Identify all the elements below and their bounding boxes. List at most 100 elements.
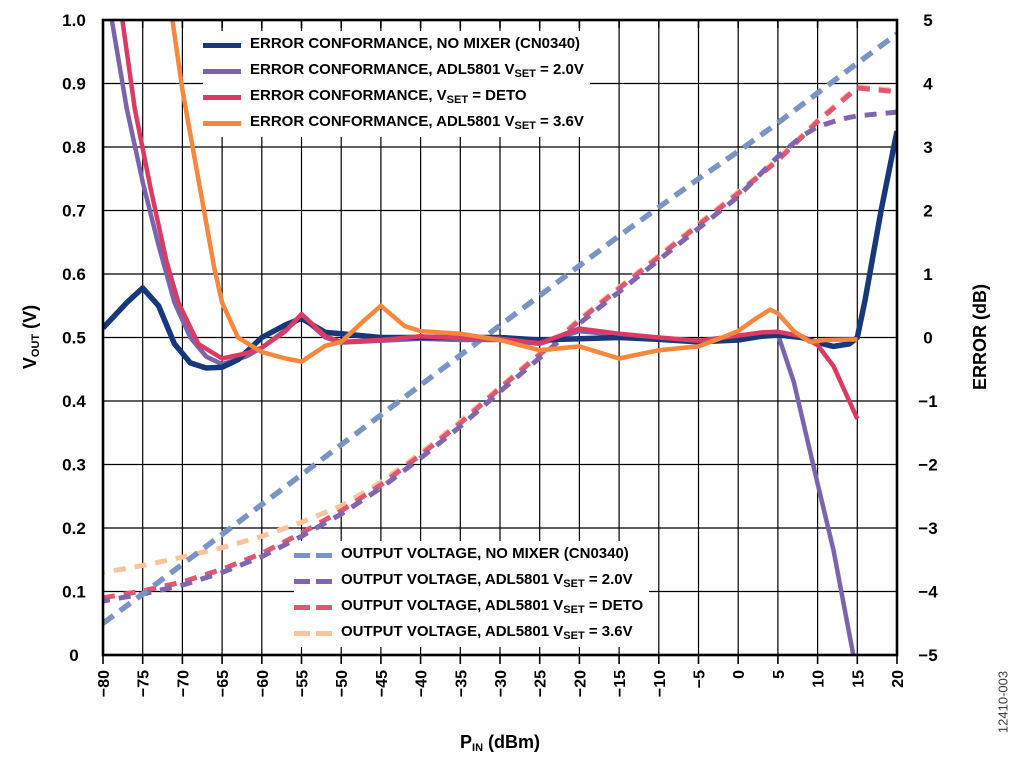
legend-item-label: ERROR CONFORMANCE, ADL5801 VSET = 2.0V [250,62,584,80]
y-left-tick-label: 0.7 [62,202,86,221]
series-line [120,20,860,420]
x-tick-label: −30 [493,670,510,697]
legend-text-sub: SET [446,94,469,106]
legend-text-sub: SET [563,630,585,642]
y-left-tick-label: 0.5 [62,329,86,348]
axis-title-post: (dBm) [483,732,541,752]
y-right-tick-label: −4 [918,583,938,602]
y-left-tick-label: 0.3 [62,456,86,475]
x-tick-label: 5 [771,670,788,679]
x-tick-label: 10 [811,670,828,688]
x-axis-title: PIN (dBm) [460,732,540,754]
x-tick-label: −25 [533,670,550,697]
axis-title-text: V [20,357,40,370]
legend-text-post: = 3.6V [584,623,633,640]
x-tick-label: −35 [453,670,470,697]
legend-item: OUTPUT VOLTAGE, ADL5801 VSET = 2.0V [294,568,643,594]
legend-text: OUTPUT VOLTAGE, ADL5801 V [341,623,564,640]
legend-text-sub: SET [563,604,585,616]
y-left-tick-label: 0.1 [62,583,86,602]
x-tick-label: −15 [612,670,629,697]
legend-text: OUTPUT VOLTAGE, NO MIXER (CN0340) [341,545,629,562]
legend-text-sub: SET [563,578,585,590]
legend-item: OUTPUT VOLTAGE, NO MIXER (CN0340) [294,542,643,568]
legend-swatch [294,604,332,610]
plot-frame [101,18,899,657]
y-right-axis-title: ERROR (dB) [970,284,992,390]
x-tick-label: −60 [255,670,272,697]
x-tick-label: −75 [136,670,153,697]
legend-swatch [203,94,241,100]
y-left-tick-label: 0.2 [62,519,86,538]
legend-text: ERROR CONFORMANCE, ADL5801 V [250,113,515,130]
legend-text-post: = 2.0V [535,61,584,78]
y-left-tick-label: 0.4 [62,392,86,411]
axis-title-post: (V) [20,304,40,334]
x-tick-label: −80 [96,670,113,697]
figure-number-watermark: 12410-003 [995,670,1011,734]
legend-item: OUTPUT VOLTAGE, ADL5801 VSET = DETO [294,594,643,620]
y-right-tick-label: −5 [918,646,937,665]
axis-title-sub: OUT [30,333,42,358]
legend-text-post: = 3.6V [535,113,584,130]
legend-swatch [203,42,241,48]
y-right-tick-label: −2 [918,456,937,475]
legend-text-sub: SET [514,68,536,80]
legend-swatch [294,578,332,584]
legend-item: ERROR CONFORMANCE, NO MIXER (CN0340) [203,32,584,58]
axis-title-text: P [459,732,473,752]
legend-text-post: = DETO [584,597,644,614]
legend-item-label: OUTPUT VOLTAGE, ADL5801 VSET = 2.0V [341,572,633,590]
legend-text-post: = 2.0V [584,571,633,588]
y-right-tick-label: 1 [923,265,932,284]
y-right-tick-label: 5 [923,11,932,30]
y-left-tick-label: 0 [69,646,78,665]
x-tick-label: −65 [215,670,232,697]
x-tick-label: 0 [731,670,748,679]
legend-item-label: OUTPUT VOLTAGE, NO MIXER (CN0340) [341,546,629,564]
x-tick-label: −70 [175,670,192,697]
legend-text: ERROR CONFORMANCE, V [250,87,447,104]
y-right-tick-label: 2 [923,202,932,221]
x-tick-label: 20 [890,670,907,688]
x-tick-label: −10 [652,670,669,697]
y-right-tick-label: 0 [923,329,932,348]
y-right-tick-label: 3 [923,138,932,157]
legend-text: ERROR CONFORMANCE, NO MIXER (CN0340) [250,35,581,52]
y-left-axis-title: VOUT (V) [20,305,42,369]
legend-swatch [203,68,241,74]
legend-item-label: ERROR CONFORMANCE, VSET = DETO [250,88,527,106]
legend-output-voltage: OUTPUT VOLTAGE, NO MIXER (CN0340) OUTPUT… [294,541,650,647]
y-right-tick-label: −3 [918,519,937,538]
legend-text: ERROR CONFORMANCE, ADL5801 V [250,61,515,78]
y-left-tick-label: 0.9 [62,75,86,94]
x-tick-label: −55 [295,670,312,697]
legend-item: ERROR CONFORMANCE, VSET = DETO [203,84,584,110]
y-left-tick-label: 0.8 [62,138,86,157]
legend-item-label: ERROR CONFORMANCE, NO MIXER (CN0340) [250,36,580,54]
legend-swatch [294,630,332,636]
series-line [170,20,858,364]
y-left-tick-label: 1.0 [62,11,86,30]
legend-error-conformance: ERROR CONFORMANCE, NO MIXER (CN0340) ERR… [203,31,590,137]
y-right-tick-label: −1 [918,392,937,411]
x-tick-label: −40 [414,670,431,697]
x-tick-label: 15 [850,670,867,688]
legend-item-label: OUTPUT VOLTAGE, ADL5801 VSET = DETO [341,598,643,616]
legend-text-post: = DETO [468,87,527,104]
legend-item-label: OUTPUT VOLTAGE, ADL5801 VSET = 3.6V [341,624,633,642]
legend-text-sub: SET [514,120,536,132]
y-left-tick-label: 0.6 [62,265,86,284]
legend-item: ERROR CONFORMANCE, ADL5801 VSET = 2.0V [203,58,584,84]
legend-text: OUTPUT VOLTAGE, ADL5801 V [341,571,564,588]
legend-swatch [294,552,332,558]
series-line [103,31,897,626]
x-tick-label: −50 [334,670,351,697]
legend-item-label: ERROR CONFORMANCE, ADL5801 VSET = 3.6V [250,114,584,132]
x-tick-label: −5 [692,670,709,688]
legend-item: ERROR CONFORMANCE, ADL5801 VSET = 3.6V [203,110,584,136]
x-tick-label: −45 [374,670,391,697]
y-right-tick-label: 4 [923,75,933,94]
legend-swatch [203,120,241,126]
x-tick-label: −20 [572,670,589,697]
